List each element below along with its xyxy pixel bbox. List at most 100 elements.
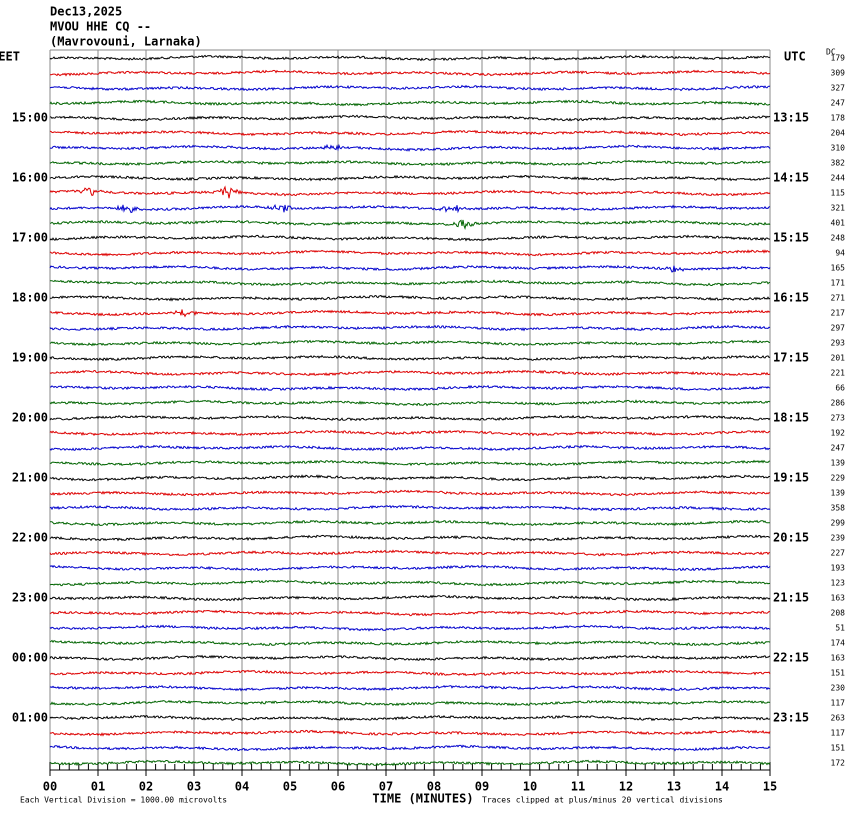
dc-value: 244 bbox=[831, 174, 846, 183]
trace bbox=[49, 369, 771, 377]
trace bbox=[49, 459, 771, 467]
trace bbox=[50, 69, 771, 77]
trace bbox=[49, 294, 771, 302]
trace bbox=[49, 234, 771, 242]
utc-time-label: 18:15 bbox=[773, 411, 809, 425]
trace bbox=[49, 699, 771, 707]
x-tick-label: 02 bbox=[139, 780, 153, 794]
trace bbox=[49, 639, 771, 647]
trace bbox=[49, 309, 771, 318]
station: MVOU HHE CQ -- bbox=[50, 20, 151, 34]
utc-time-label: 20:15 bbox=[773, 531, 809, 545]
dc-value: 297 bbox=[831, 324, 846, 333]
x-tick-label: 07 bbox=[379, 780, 393, 794]
traces bbox=[49, 54, 771, 767]
x-tick-label: 13 bbox=[667, 780, 681, 794]
trace bbox=[49, 594, 771, 602]
dc-value: 117 bbox=[831, 729, 846, 738]
dc-value: 221 bbox=[831, 369, 846, 378]
dc-value: 229 bbox=[831, 474, 846, 483]
dc-value: 192 bbox=[831, 429, 846, 438]
dc-value: 201 bbox=[831, 354, 846, 363]
eet-time-label: 17:00 bbox=[12, 231, 48, 245]
trace bbox=[49, 399, 771, 407]
x-tick-label: 01 bbox=[91, 780, 105, 794]
trace bbox=[49, 744, 771, 752]
trace bbox=[49, 219, 771, 231]
trace bbox=[49, 339, 771, 347]
dc-value: 401 bbox=[831, 219, 846, 228]
dc-value: 382 bbox=[831, 159, 846, 168]
dc-value: 115 bbox=[831, 189, 846, 198]
right-axis-title: UTC bbox=[784, 50, 806, 64]
trace bbox=[49, 264, 771, 273]
date: Dec13,2025 bbox=[50, 5, 122, 19]
dc-value: 271 bbox=[831, 294, 846, 303]
utc-time-label: 21:15 bbox=[773, 591, 809, 605]
eet-time-label: 16:00 bbox=[12, 171, 48, 185]
left-axis-title: EET bbox=[0, 50, 20, 64]
trace bbox=[49, 114, 771, 122]
x-axis-title: TIME (MINUTES) bbox=[372, 792, 473, 806]
dc-value: 217 bbox=[831, 309, 846, 318]
dc-value: 94 bbox=[835, 249, 845, 258]
trace bbox=[49, 624, 771, 632]
trace bbox=[49, 354, 771, 362]
utc-time-label: 17:15 bbox=[773, 351, 809, 365]
x-tick-label: 15 bbox=[763, 780, 777, 794]
trace bbox=[49, 759, 771, 767]
dc-value: 123 bbox=[831, 579, 846, 588]
trace bbox=[50, 519, 770, 527]
dc-value: 327 bbox=[831, 84, 846, 93]
x-tick-label: 04 bbox=[235, 780, 249, 794]
dc-value: 230 bbox=[831, 684, 846, 693]
dc-value: 248 bbox=[831, 234, 846, 243]
x-tick-label: 03 bbox=[187, 780, 201, 794]
trace bbox=[49, 474, 771, 482]
x-tick-label: 08 bbox=[427, 780, 441, 794]
dc-value: 163 bbox=[831, 594, 846, 603]
dc-value: 66 bbox=[835, 384, 845, 393]
trace bbox=[49, 324, 771, 332]
dc-value: 299 bbox=[831, 519, 846, 528]
trace bbox=[49, 504, 771, 512]
dc-value: 227 bbox=[831, 549, 846, 558]
dc-value: 273 bbox=[831, 414, 846, 423]
trace bbox=[49, 174, 770, 182]
dc-value: 151 bbox=[831, 744, 846, 753]
x-tick-label: 06 bbox=[331, 780, 345, 794]
dc-value: 239 bbox=[831, 534, 846, 543]
trace bbox=[49, 444, 771, 452]
eet-time-label: 23:00 bbox=[12, 591, 48, 605]
trace bbox=[49, 685, 771, 692]
trace bbox=[49, 609, 771, 617]
dc-value: 117 bbox=[831, 699, 846, 708]
trace bbox=[49, 564, 771, 572]
trace bbox=[49, 249, 771, 257]
x-tick-label: 12 bbox=[619, 780, 633, 794]
utc-time-label: 16:15 bbox=[773, 291, 809, 305]
utc-time-label: 14:15 bbox=[773, 171, 809, 185]
dc-value: 51 bbox=[835, 624, 845, 633]
dc-value: 163 bbox=[831, 654, 846, 663]
grid bbox=[49, 49, 771, 776]
dc-value: 172 bbox=[831, 759, 846, 768]
dc-value: 193 bbox=[831, 564, 846, 573]
x-tick-label: 14 bbox=[715, 780, 729, 794]
dc-value: 286 bbox=[831, 399, 846, 408]
trace bbox=[49, 129, 771, 137]
trace bbox=[49, 579, 771, 587]
footer-left: Each Vertical Division = 1000.00 microvo… bbox=[20, 796, 227, 805]
trace bbox=[50, 384, 771, 392]
dc-value: 247 bbox=[831, 99, 846, 108]
trace bbox=[49, 714, 771, 722]
dc-value: 171 bbox=[831, 279, 846, 288]
dc-value: 293 bbox=[831, 339, 846, 348]
trace bbox=[49, 84, 771, 92]
eet-time-label: 20:00 bbox=[12, 411, 48, 425]
trace bbox=[49, 654, 771, 662]
dc-value: 310 bbox=[831, 144, 846, 153]
dc-value: 208 bbox=[831, 609, 846, 618]
trace bbox=[49, 534, 771, 542]
